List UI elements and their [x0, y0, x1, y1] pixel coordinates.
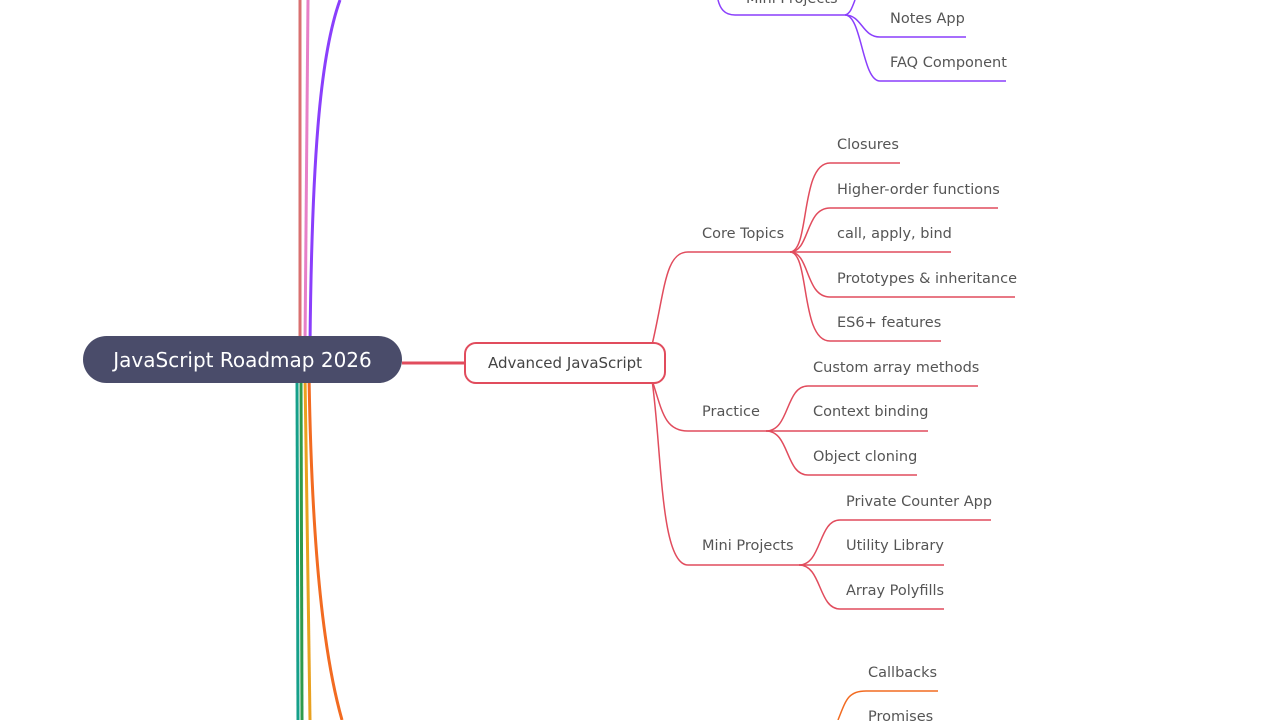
leaf-prototypes-inheritance[interactable]: Prototypes & inheritance	[837, 271, 1018, 287]
group-practice[interactable]: Practice	[702, 404, 760, 420]
advanced-connectors	[651, 162, 1015, 610]
leaf-higher-order-functions[interactable]: Higher-order functions	[837, 182, 1000, 198]
top-branch-connectors	[717, 0, 1006, 82]
trunk-connector-up-3	[308, 0, 342, 346]
leaf-callbacks[interactable]: Callbacks	[868, 665, 938, 681]
leaf-private-counter-app[interactable]: Private Counter App	[846, 494, 993, 510]
group-mini-projects[interactable]: Mini Projects	[702, 538, 794, 554]
leaf-promises[interactable]: Promises	[868, 709, 934, 725]
root-node[interactable]: JavaScript Roadmap 2026	[83, 336, 402, 383]
advanced-javascript-label: Advanced JavaScript	[487, 354, 643, 372]
trunk-connector-down-4	[307, 374, 344, 720]
leaf-call-apply-bind[interactable]: call, apply, bind	[837, 226, 952, 242]
leaf-custom-array-methods[interactable]: Custom array methods	[813, 360, 980, 376]
advanced-javascript-node[interactable]: Advanced JavaScript	[464, 342, 666, 384]
leaf-notes-app[interactable]: Notes App	[890, 11, 965, 27]
leaf-closures[interactable]: Closures	[837, 137, 899, 153]
root-label: JavaScript Roadmap 2026	[113, 347, 372, 372]
trunk-connector-down-2	[299, 374, 304, 720]
leaf-faq-component[interactable]: FAQ Component	[890, 55, 1007, 71]
trunk-connector-down-1	[295, 374, 300, 720]
trunk-connector-up-2	[303, 0, 310, 346]
leaf-context-binding[interactable]: Context binding	[813, 404, 929, 420]
leaf-utility-library[interactable]: Utility Library	[846, 538, 944, 554]
leaf-object-cloning[interactable]: Object cloning	[813, 449, 918, 465]
bottom-branch-connectors	[837, 690, 938, 720]
leaf-es6-features[interactable]: ES6+ features	[837, 315, 942, 331]
top-branch-cut-label[interactable]: Mini Projects	[746, 0, 838, 8]
trunk-connector-down-3	[303, 374, 312, 720]
group-core-topics[interactable]: Core Topics	[702, 226, 785, 242]
leaf-array-polyfills[interactable]: Array Polyfills	[846, 583, 945, 599]
